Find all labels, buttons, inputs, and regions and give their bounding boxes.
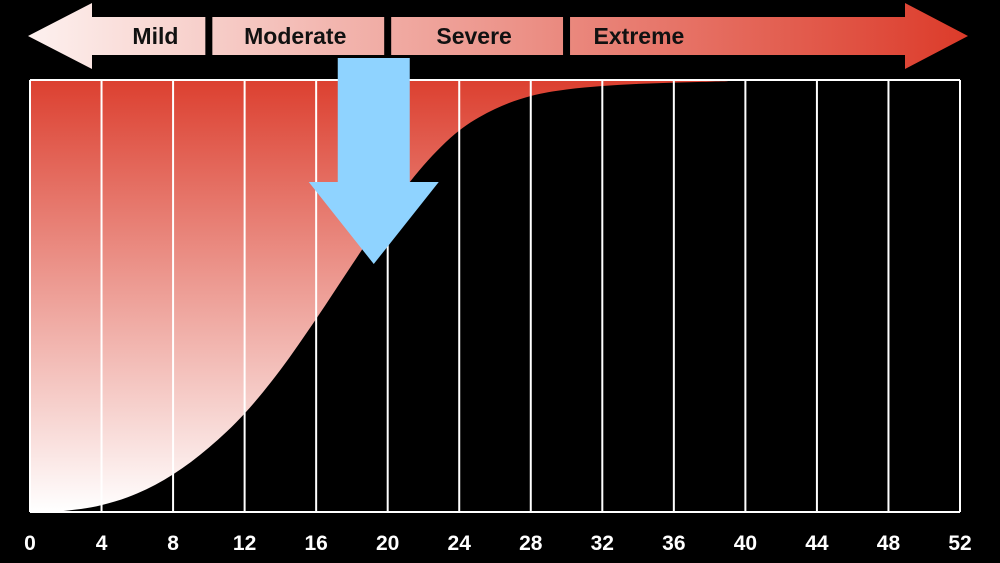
band-label: Moderate	[244, 23, 346, 49]
band-label: Mild	[132, 23, 178, 49]
severity-band-arrow	[28, 3, 968, 69]
x-tick-label: 0	[24, 532, 36, 555]
band-separator	[205, 15, 213, 57]
x-tick-label: 32	[591, 532, 614, 555]
band-separator	[563, 15, 571, 57]
band-separator	[384, 15, 392, 57]
band-label: Extreme	[594, 23, 685, 49]
x-tick-label: 40	[734, 532, 757, 555]
band-label: Severe	[436, 23, 511, 49]
x-tick-label: 4	[96, 532, 108, 555]
down-arrow-marker	[308, 58, 439, 264]
x-tick-label: 8	[167, 532, 179, 555]
x-tick-label: 44	[805, 532, 829, 555]
x-tick-label: 28	[519, 532, 543, 555]
x-tick-label: 16	[304, 532, 327, 555]
x-tick-label: 48	[877, 532, 901, 555]
x-tick-label: 52	[948, 532, 971, 555]
x-tick-label: 24	[448, 532, 472, 555]
data-area	[30, 80, 728, 512]
x-tick-label: 12	[233, 532, 256, 555]
x-tick-label: 20	[376, 532, 399, 555]
x-tick-label: 36	[662, 532, 685, 555]
